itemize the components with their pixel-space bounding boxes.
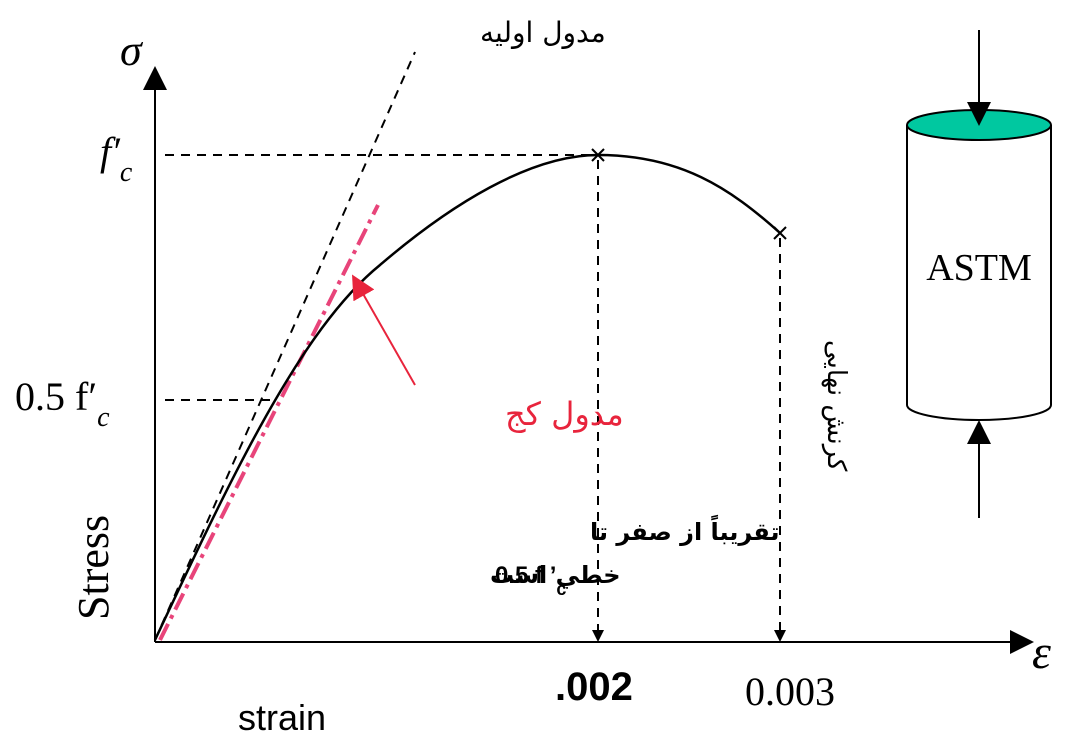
x-symbol: ε: [1032, 626, 1051, 679]
y-mark-text: 0.5 f′: [15, 374, 97, 419]
linear-note-expr: 0.5 f ’c: [495, 562, 566, 599]
y-mark: f′c: [100, 129, 133, 188]
secant-modulus-label: مدول کج: [505, 395, 624, 433]
y-mark: 0.5 f′c: [15, 374, 110, 433]
specimen-label: ASTM: [926, 247, 1032, 289]
arrow-head: [774, 630, 786, 642]
y-mark-sub: c: [97, 402, 110, 433]
arrow-head: [592, 630, 604, 642]
diagram: σ ε f′c 0.5 f′c Stress strain .002 0.003…: [0, 0, 1076, 734]
x-label: strain: [238, 697, 326, 734]
stress-strain-curve: [155, 155, 780, 640]
y-label: Stress: [69, 515, 118, 620]
x-marker: [592, 149, 786, 239]
linear-note: تقریباً از صفر تا: [590, 515, 780, 546]
initial-modulus-label: مدول اولیه: [480, 16, 606, 49]
y-mark-sub: c: [120, 157, 133, 188]
page: σ ε f′c 0.5 f′c Stress strain .002 0.003…: [0, 0, 1076, 734]
y-mark-text: f′: [100, 129, 121, 174]
y-symbol: σ: [120, 26, 144, 75]
ultimate-strain-label: کرنش نهایی: [821, 340, 851, 472]
secant-modulus-line: [160, 205, 378, 640]
x-mark: .002: [555, 665, 633, 709]
pointer-arrow: [354, 278, 415, 385]
expr-text: 0.5 f ’: [495, 562, 556, 589]
guide-lines: [155, 52, 780, 640]
expr-sub: c: [556, 579, 566, 599]
x-mark: 0.003: [745, 669, 835, 714]
